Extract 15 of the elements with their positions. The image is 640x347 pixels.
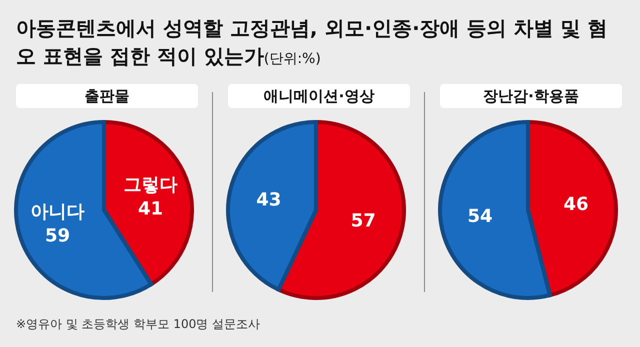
pie-slice xyxy=(226,120,318,292)
chart-title: 애니메이션·영상 xyxy=(228,84,410,108)
data-label: 59 xyxy=(44,226,70,247)
text: ※영유아 및 초등학생 학부모 100명 설문조사 xyxy=(16,316,260,333)
pie-slice xyxy=(438,120,552,300)
chart-title: 출판물 xyxy=(16,84,198,108)
data-label: 57 xyxy=(350,210,376,232)
slice-label: 그렇다 xyxy=(123,174,178,196)
data-label: 43 xyxy=(256,189,282,210)
data-label: 46 xyxy=(563,194,589,215)
data-label: 41 xyxy=(138,198,164,220)
data-label: 54 xyxy=(467,206,493,228)
text: (단위:%) xyxy=(264,51,321,67)
slice-label: 아니다 xyxy=(30,202,85,223)
chart-title: 장난감·학용품 xyxy=(440,84,622,108)
